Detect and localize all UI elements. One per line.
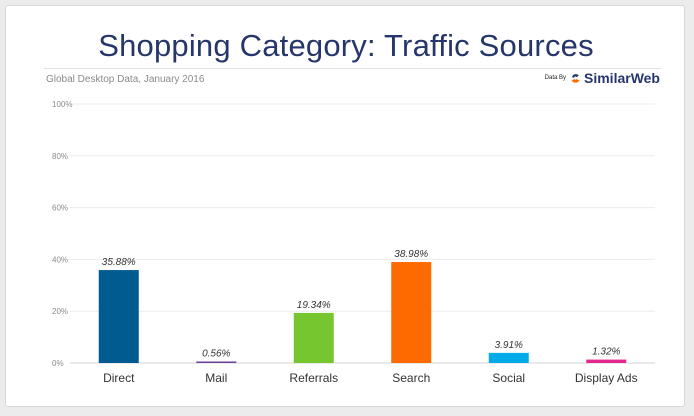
y-tick-label: 0% xyxy=(52,359,64,368)
brand-prefix: Data By xyxy=(544,75,566,81)
x-tick-label: Social xyxy=(492,371,525,385)
data-label: 3.91% xyxy=(495,340,523,351)
data-label: 35.88% xyxy=(102,257,136,268)
x-tick-label: Referrals xyxy=(289,371,338,385)
x-tick-label: Search xyxy=(392,371,430,385)
bar xyxy=(196,361,237,363)
y-tick-label: 60% xyxy=(52,204,68,213)
bar xyxy=(586,359,627,363)
brand-attribution: Data By SimilarWeb xyxy=(545,70,660,86)
title-divider xyxy=(44,68,662,69)
data-label: 0.56% xyxy=(202,349,230,360)
bar xyxy=(488,352,529,363)
bar xyxy=(293,312,334,363)
x-tick-label: Display Ads xyxy=(575,371,638,385)
y-tick-label: 80% xyxy=(52,152,68,161)
x-tick-label: Mail xyxy=(205,371,227,385)
data-label: 19.34% xyxy=(297,300,331,311)
bar xyxy=(391,262,432,363)
brand-name: SimilarWeb xyxy=(584,70,660,86)
chart-subtitle: Global Desktop Data, January 2016 xyxy=(46,74,205,85)
similarweb-logo-icon xyxy=(571,73,580,83)
y-tick-label: 40% xyxy=(52,255,68,264)
y-tick-label: 100% xyxy=(52,100,72,109)
chart-title: Shopping Category: Traffic Sources xyxy=(98,28,594,63)
x-tick-label: Direct xyxy=(103,371,135,385)
data-label: 1.32% xyxy=(592,347,620,358)
bar xyxy=(98,270,139,363)
y-tick-label: 20% xyxy=(52,307,68,316)
data-label: 38.98% xyxy=(394,249,428,260)
